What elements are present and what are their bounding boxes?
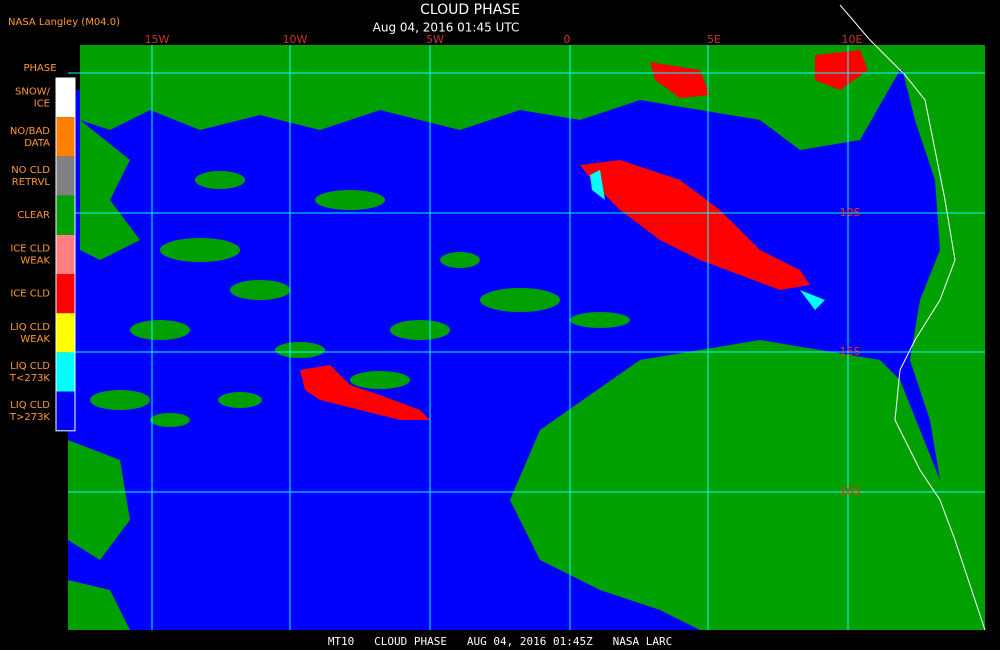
- latitude-label: 15S: [840, 345, 861, 358]
- footer: MT10 CLOUD PHASE AUG 04, 2016 01:45Z NAS…: [328, 635, 672, 648]
- title: CLOUD PHASE: [420, 2, 520, 18]
- longitude-label: 5W: [426, 33, 444, 46]
- longitude-label: 10W: [283, 33, 308, 46]
- legend-swatch: [56, 78, 75, 118]
- map-image: [68, 45, 985, 630]
- graticule: [68, 45, 985, 630]
- legend-label: ICE: [34, 99, 50, 110]
- legend-label: LIQ CLD: [10, 322, 50, 333]
- legend-swatch: [56, 234, 75, 274]
- longitude-label: 0: [564, 33, 571, 46]
- legend-swatch: [56, 156, 75, 196]
- subtitle: Aug 04, 2016 01:45 UTC: [373, 21, 520, 35]
- legend-label: ICE CLD: [10, 289, 50, 300]
- source: NASA Langley (M04.0): [8, 17, 120, 28]
- legend-label: DATA: [24, 138, 50, 149]
- latitude-label: 10S: [840, 206, 861, 219]
- legend-label: SNOW/: [15, 87, 51, 98]
- longitude-label: 15W: [145, 33, 170, 46]
- legend-label: T<273K: [9, 373, 51, 384]
- legend-label: LIQ CLD: [10, 400, 50, 411]
- legend-label: T>273K: [9, 412, 51, 423]
- legend-label: LIQ CLD: [10, 361, 50, 372]
- legend-frame: [55, 77, 76, 432]
- legend-swatch: [56, 391, 75, 431]
- legend-label: CLEAR: [17, 210, 50, 221]
- longitude-label: 5E: [707, 33, 721, 46]
- latitude-label: 20S: [840, 485, 861, 498]
- legend-swatch: [56, 274, 75, 314]
- legend-label: NO/BAD: [10, 126, 50, 137]
- longitude-label: 10E: [842, 33, 863, 46]
- legend-swatch: [56, 195, 75, 235]
- legend-title: PHASE: [23, 63, 56, 74]
- legend-label: ICE CLD: [10, 243, 50, 254]
- legend-label: WEAK: [20, 334, 50, 345]
- legend-swatch: [56, 117, 75, 157]
- legend-label: WEAK: [20, 255, 50, 266]
- legend-swatch: [56, 313, 75, 353]
- legend-swatch: [56, 352, 75, 392]
- legend-label: RETRVL: [12, 177, 51, 188]
- legend-label: NO CLD: [11, 165, 50, 176]
